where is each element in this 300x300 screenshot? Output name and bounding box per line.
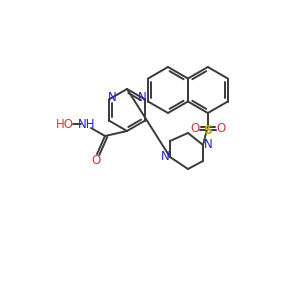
- Text: HO: HO: [56, 118, 74, 130]
- Text: N: N: [107, 91, 116, 104]
- Text: S: S: [203, 124, 212, 136]
- Text: O: O: [92, 154, 100, 166]
- Text: O: O: [216, 122, 226, 136]
- Text: O: O: [190, 122, 200, 136]
- Text: N: N: [138, 91, 147, 104]
- Text: N: N: [204, 139, 212, 152]
- Text: N: N: [160, 149, 169, 163]
- Text: NH: NH: [78, 118, 96, 130]
